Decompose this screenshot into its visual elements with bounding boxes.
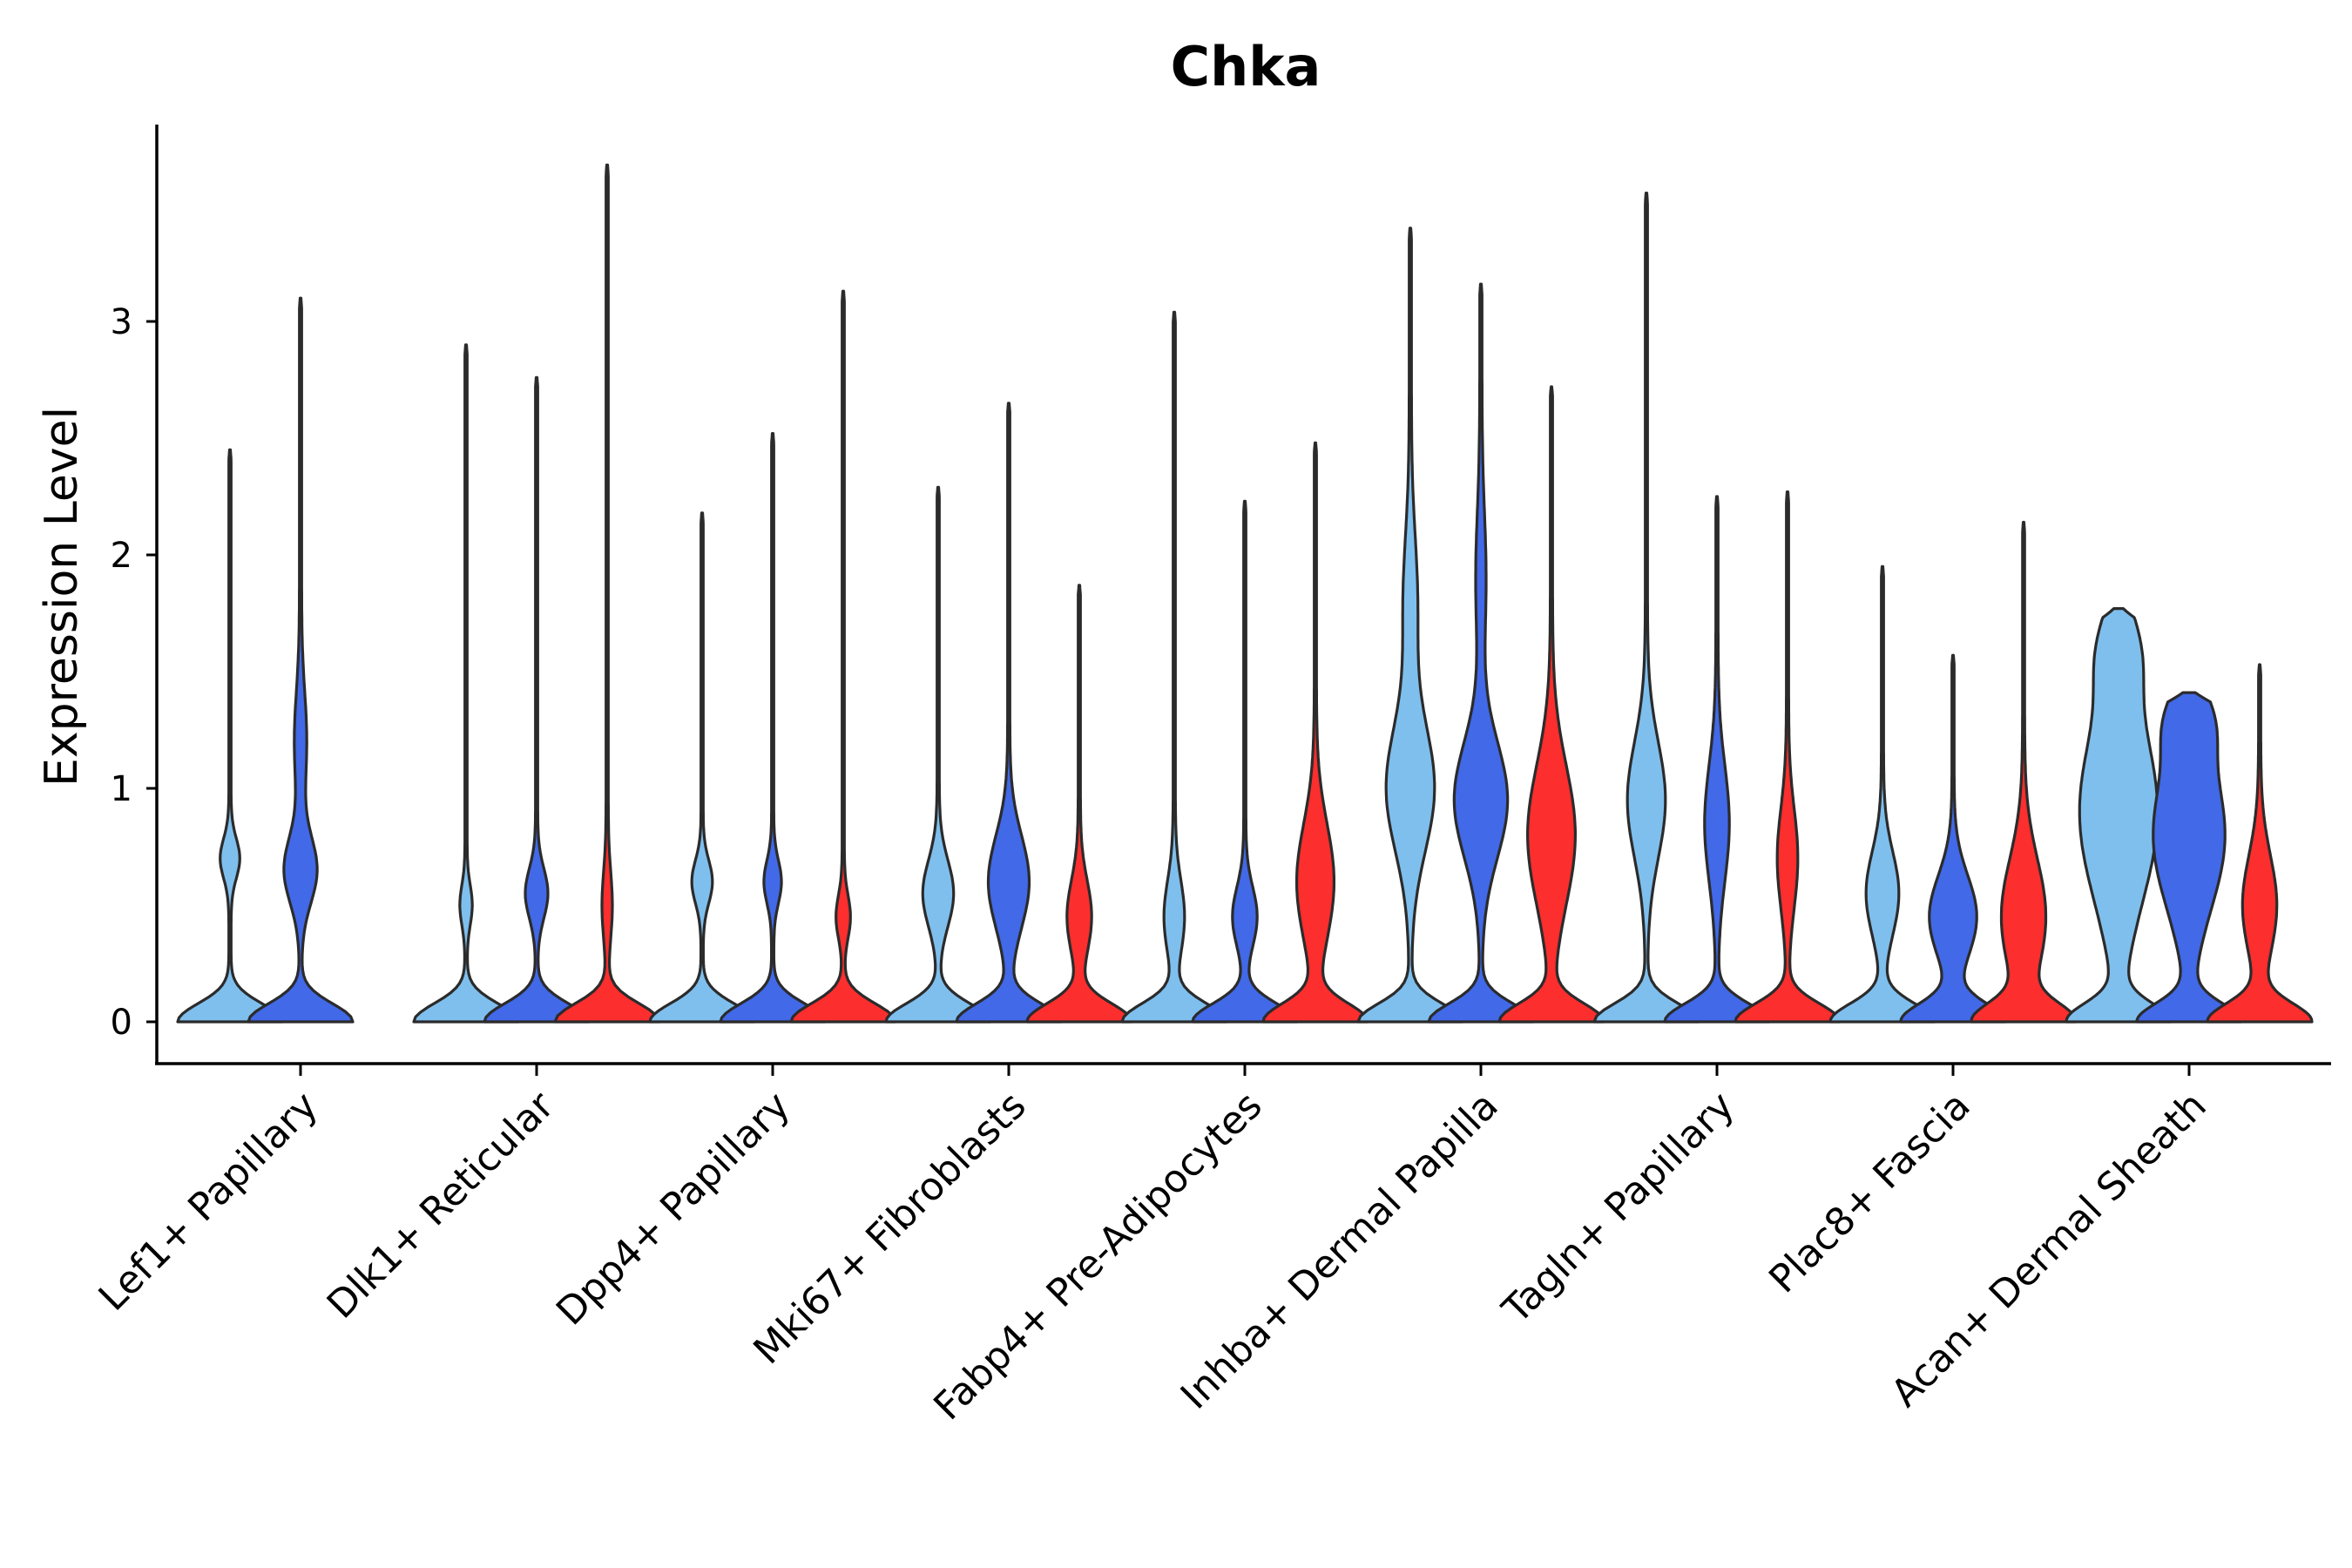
violin-acan-dermal-sheath-series-2 [2135, 691, 2243, 1024]
violin-plac8-fascia-series-3 [1970, 520, 2078, 1024]
violin-layer [176, 163, 2314, 1024]
violin-fabp4-pre-adipocytes-series-2 [1191, 499, 1299, 1024]
violin-acan-dermal-sheath-series-1 [2065, 607, 2173, 1024]
x-tick-label-dlk1-reticular: Dlk1+ Reticular [319, 1083, 564, 1328]
violin-tagln-papillary-series-2 [1663, 495, 1771, 1024]
violin-fabp4-pre-adipocytes-series-3 [1261, 441, 1369, 1024]
x-tick-label-plac8-fascia: Plac8+ Fascia [1761, 1084, 1979, 1302]
chart-title: Chka [1171, 35, 1321, 98]
violin-plac8-fascia-series-1 [1828, 564, 1936, 1024]
violin-tagln-papillary-series-1 [1592, 192, 1700, 1024]
violin-dpp4-papillary-series-1 [648, 511, 756, 1024]
violin-lef1-papillary-series-1 [176, 448, 284, 1024]
violin-inhba-dermal-papilla-series-2 [1427, 282, 1535, 1024]
x-tick-label-mki67-fibroblasts: Mki67+ Fibroblasts [745, 1084, 1034, 1373]
violin-acan-dermal-sheath-series-3 [2206, 663, 2314, 1024]
y-tick-label: 0 [111, 1003, 132, 1043]
y-axis-label: Expression Level [36, 407, 88, 787]
violin-mki67-fibroblasts-series-3 [1025, 584, 1133, 1024]
violin-mki67-fibroblasts-series-2 [955, 402, 1063, 1024]
y-ticks: 0 1 2 3 [111, 302, 157, 1043]
violin-inhba-dermal-papilla-series-1 [1356, 226, 1464, 1024]
violin-dlk1-reticular-series-2 [483, 375, 591, 1024]
violin-plac8-fascia-series-2 [1899, 653, 2007, 1024]
violin-dpp4-papillary-series-2 [719, 432, 827, 1024]
violin-dlk1-reticular-series-1 [412, 343, 520, 1024]
x-tick-label-tagln-papillary: Tagln+ Papillary [1494, 1084, 1743, 1333]
violin-lef1-papillary-series-2 [247, 296, 355, 1024]
y-tick-label: 2 [111, 536, 132, 576]
violin-inhba-dermal-papilla-series-3 [1497, 385, 1605, 1024]
violin-dpp4-papillary-series-3 [789, 289, 897, 1024]
x-tick-label-dpp4-papillary: Dpp4+ Papillary [548, 1084, 799, 1335]
violin-mki67-fibroblasts-series-1 [884, 485, 992, 1024]
x-tick-label-lef1-papillary: Lef1+ Papillary [91, 1084, 327, 1320]
y-tick-label: 3 [111, 302, 132, 342]
violin-fabp4-pre-adipocytes-series-1 [1120, 310, 1228, 1024]
y-tick-label: 1 [111, 769, 132, 809]
violin-dlk1-reticular-series-3 [553, 163, 661, 1024]
violin-tagln-papillary-series-3 [1734, 490, 1842, 1024]
